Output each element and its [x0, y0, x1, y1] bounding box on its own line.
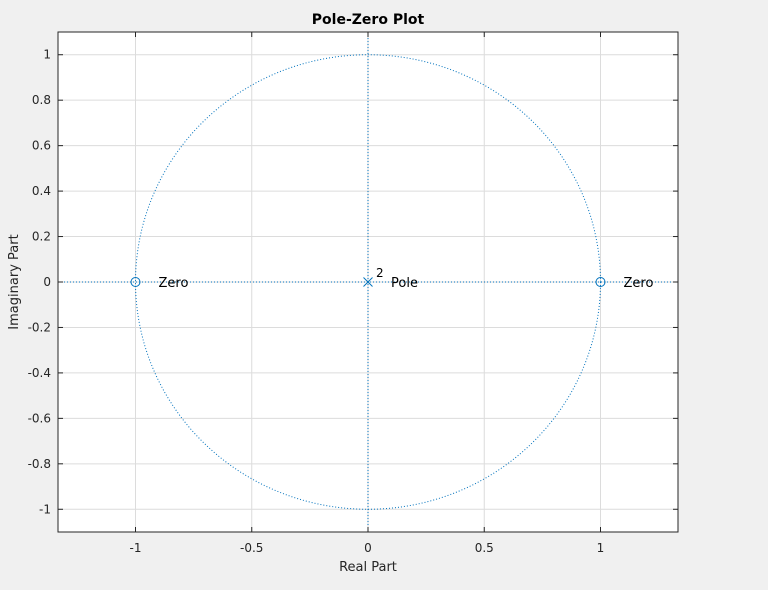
x-tick-label: -0.5 — [240, 541, 263, 555]
x-axis-ticks: -1 -0.5 0 0.5 1 — [130, 32, 605, 555]
x-tick-label: 1 — [597, 541, 605, 555]
point-annotation: Zero — [158, 276, 188, 291]
y-tick-label: 0.6 — [32, 139, 51, 153]
y-tick-label: 0.2 — [32, 230, 51, 244]
pole-multiplicity-label: 2 — [376, 266, 384, 280]
zero-marker — [595, 277, 606, 287]
y-tick-label: -0.4 — [28, 366, 51, 380]
point-annotation: Zero — [624, 276, 654, 291]
y-tick-label: -1 — [39, 502, 51, 516]
point-annotation: Pole — [391, 276, 418, 291]
y-axis-label: Imaginary Part — [7, 234, 22, 329]
x-axis-label: Real Part — [339, 560, 397, 575]
y-tick-label: 0.8 — [32, 93, 51, 107]
chart-title: Pole-Zero Plot — [312, 12, 425, 28]
zero-marker — [130, 277, 141, 287]
plot-marks: 2 Zero Pole Zero — [130, 266, 654, 291]
y-axis-ticks: 1 0.8 0.6 0.4 0.2 0 -0.2 -0.4 -0.6 -0.8 -1 — [28, 48, 678, 516]
y-tick-label: 0 — [43, 275, 51, 289]
pole-marker — [363, 277, 373, 287]
y-tick-label: 0.4 — [32, 184, 51, 198]
x-tick-label: -1 — [130, 541, 142, 555]
y-tick-label: -0.6 — [28, 411, 51, 425]
x-tick-label: 0.5 — [475, 541, 494, 555]
y-tick-label: -0.8 — [28, 457, 51, 471]
unit-circle — [134, 54, 602, 510]
y-tick-label: 1 — [43, 48, 51, 62]
x-tick-label: 0 — [364, 541, 372, 555]
y-tick-label: -0.2 — [28, 320, 51, 334]
